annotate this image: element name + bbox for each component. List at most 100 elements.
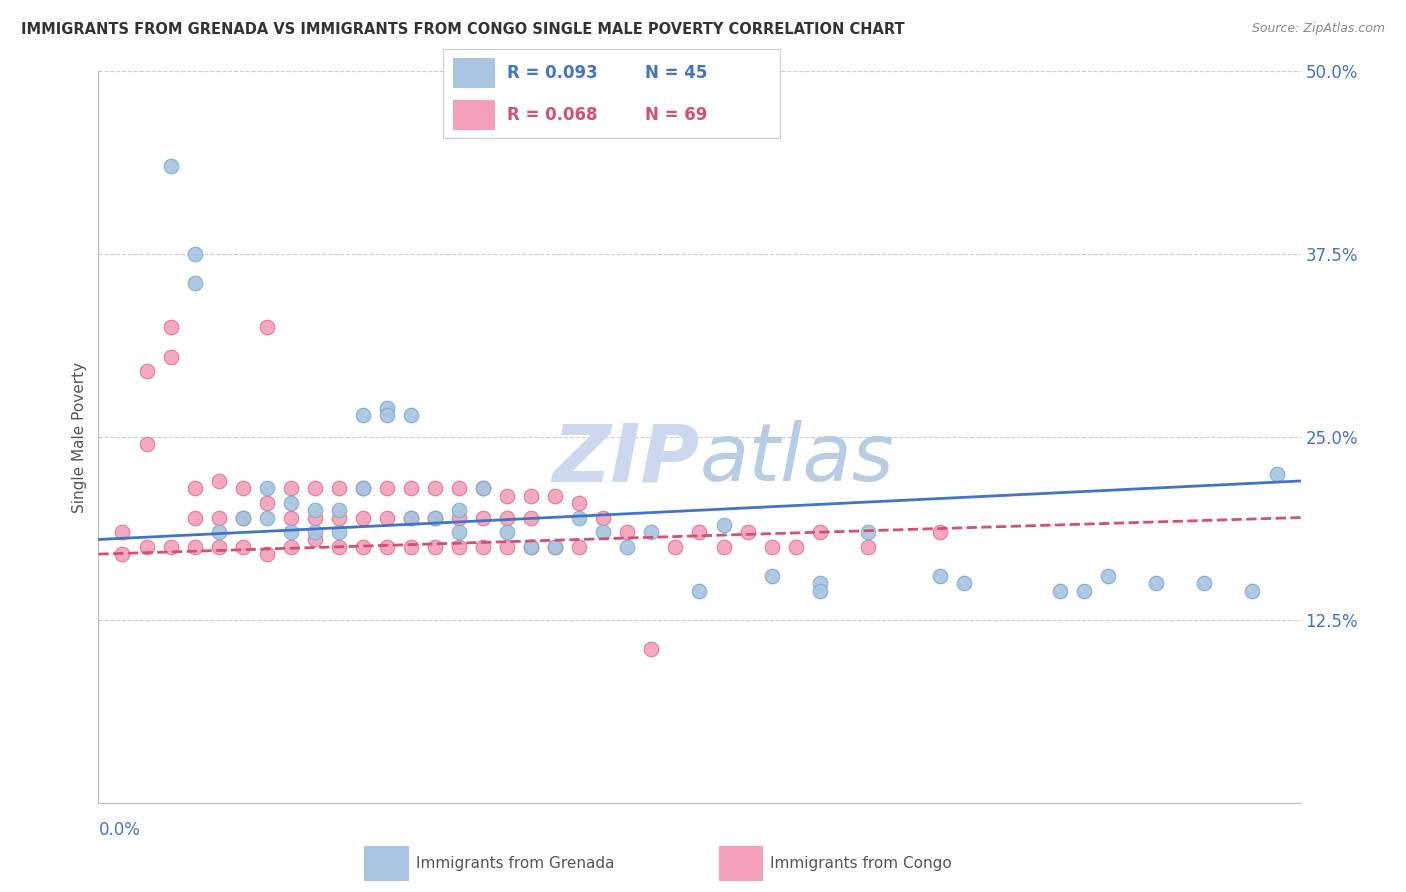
Point (761, 540, 783, 554)
Point (929, 569, 952, 583)
Point (447, 510, 470, 524)
Point (280, 525, 302, 540)
Point (352, 510, 374, 524)
Point (256, 547, 278, 561)
Point (111, 547, 134, 561)
Point (208, 525, 231, 540)
Point (1144, 576, 1167, 591)
Text: Immigrants from Congo: Immigrants from Congo (770, 855, 952, 871)
Point (328, 510, 350, 524)
Point (328, 540, 350, 554)
Point (1265, 467, 1288, 481)
Point (472, 510, 495, 524)
Point (544, 540, 567, 554)
Point (472, 540, 495, 554)
Y-axis label: Single Male Poverty: Single Male Poverty (72, 361, 87, 513)
Point (399, 540, 422, 554)
Point (399, 481, 422, 495)
Point (352, 481, 374, 495)
Point (496, 525, 519, 540)
Point (208, 510, 231, 524)
Point (280, 540, 302, 554)
Point (929, 525, 952, 540)
Point (280, 496, 302, 510)
Point (256, 320, 278, 334)
Point (568, 510, 591, 524)
Point (328, 525, 350, 540)
Point (304, 503, 326, 517)
Point (1073, 583, 1095, 598)
Point (183, 247, 205, 261)
Point (447, 503, 470, 517)
Point (520, 510, 543, 524)
Point (183, 481, 205, 495)
Point (496, 489, 519, 503)
Point (183, 510, 205, 524)
Text: N = 45: N = 45 (645, 63, 707, 82)
Point (328, 503, 350, 517)
Point (304, 525, 326, 540)
Point (375, 408, 398, 422)
Text: Source: ZipAtlas.com: Source: ZipAtlas.com (1251, 22, 1385, 36)
Point (208, 540, 231, 554)
Point (256, 510, 278, 524)
Point (375, 540, 398, 554)
Text: N = 69: N = 69 (645, 105, 707, 124)
Point (616, 525, 638, 540)
Bar (364, 846, 408, 880)
Point (352, 408, 374, 422)
Point (1241, 583, 1264, 598)
Point (472, 481, 495, 495)
Point (111, 525, 134, 540)
Point (159, 540, 181, 554)
Text: IMMIGRANTS FROM GRENADA VS IMMIGRANTS FROM CONGO SINGLE MALE POVERTY CORRELATION: IMMIGRANTS FROM GRENADA VS IMMIGRANTS FR… (21, 22, 904, 37)
Point (520, 489, 543, 503)
Point (520, 540, 543, 554)
Point (1049, 583, 1071, 598)
Point (785, 540, 807, 554)
Point (544, 489, 567, 503)
Text: Immigrants from Grenada: Immigrants from Grenada (416, 855, 614, 871)
Point (183, 277, 205, 291)
Point (135, 364, 157, 378)
Point (375, 401, 398, 415)
Point (592, 510, 614, 524)
Point (232, 540, 254, 554)
Text: ZIP: ZIP (553, 420, 699, 498)
Point (423, 510, 446, 524)
Text: R = 0.068: R = 0.068 (508, 105, 598, 124)
Point (856, 525, 879, 540)
Point (664, 540, 686, 554)
Point (808, 583, 831, 598)
Point (640, 642, 662, 657)
Point (304, 481, 326, 495)
Point (256, 496, 278, 510)
Text: 0.0%: 0.0% (98, 821, 141, 839)
Point (399, 408, 422, 422)
Point (159, 160, 181, 174)
Point (183, 540, 205, 554)
Bar (453, 58, 494, 87)
Point (520, 540, 543, 554)
Point (423, 510, 446, 524)
Point (232, 510, 254, 524)
Point (713, 517, 735, 532)
Point (1194, 576, 1216, 591)
Point (761, 569, 783, 583)
Point (640, 525, 662, 540)
Text: R = 0.093: R = 0.093 (508, 63, 598, 82)
Point (568, 496, 591, 510)
Point (208, 474, 231, 488)
Point (447, 525, 470, 540)
Text: atlas: atlas (699, 420, 894, 498)
Point (496, 540, 519, 554)
Point (447, 540, 470, 554)
Point (808, 576, 831, 591)
Point (304, 510, 326, 524)
Point (713, 540, 735, 554)
Point (280, 510, 302, 524)
Point (1097, 569, 1119, 583)
Point (159, 350, 181, 364)
Point (447, 481, 470, 495)
Point (496, 510, 519, 524)
